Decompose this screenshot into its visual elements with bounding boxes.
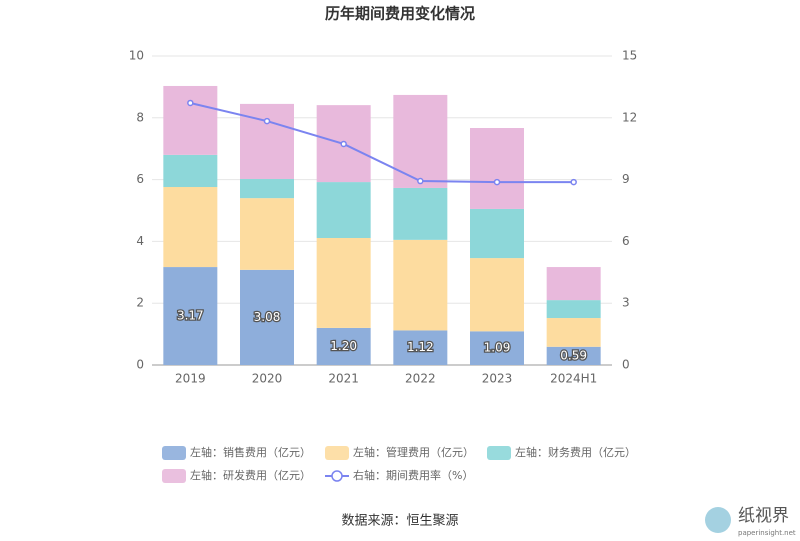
legend-label: 右轴：期间费用率（%） [353,468,473,482]
legend-swatch [331,470,343,482]
bar [316,327,371,365]
y-tick-label: 10 [129,49,144,63]
bar [393,187,448,240]
line [190,101,574,184]
value-label: 1.20 [330,339,357,353]
legend-label: 左轴：研发费用（亿元） [190,468,311,482]
source: 数据来源：恒生聚源 [341,514,458,529]
bar [163,154,218,188]
y2-tick-label: 3 [622,296,630,310]
x-tick-label: 2019 [175,372,206,386]
y2-tick-label: 6 [622,234,630,248]
legend-swatch [162,469,186,483]
line-point [187,99,194,107]
bar [470,127,524,209]
bar [163,85,218,155]
line-point [340,140,347,148]
line-point [493,178,501,186]
bar [546,346,601,365]
y-tick-label: 0 [136,358,144,372]
legend-label: 左轴：财务费用（亿元） [515,445,636,459]
x-tick-label: 2022 [405,372,436,386]
bar [240,269,294,365]
x-tick-label: 2024H1 [550,372,597,386]
bar [546,318,601,347]
x-tick-label: 2021 [328,372,359,386]
bar [240,103,294,179]
bar [470,208,524,259]
line-point [417,177,424,185]
bar [240,198,294,270]
watermark-logo [705,507,731,533]
bar [163,187,218,268]
legend-label: 左轴：管理费用（亿元） [353,445,474,459]
line-point [263,117,271,125]
line-point [570,178,577,186]
chart-title: 历年期间费用变化情况 [325,5,475,23]
watermark: paperinsight.net [738,529,796,537]
value-label: 3.08 [254,310,281,324]
y-tick-label: 8 [136,110,144,124]
value-label: 1.09 [484,341,511,355]
bar [163,267,218,365]
y2-tick-label: 15 [622,49,637,63]
legend-swatch [325,446,349,460]
bar [470,331,524,365]
legend-swatch [487,446,511,460]
bar [316,238,371,328]
bar [470,258,524,332]
bar [393,330,448,365]
value-label: 3.17 [177,309,204,323]
bar [316,182,371,239]
bar [546,267,601,301]
x-tick-label: 2023 [482,372,513,386]
watermark: 纸视界 [738,506,789,526]
legend-label: 左轴：销售费用（亿元） [190,445,311,459]
y-tick-label: 6 [136,172,144,186]
x-tick-label: 2020 [252,372,283,386]
y2-tick-label: 9 [622,172,630,186]
bar [240,178,294,199]
value-label: 1.12 [407,340,434,354]
y-tick-label: 4 [136,234,144,248]
y-tick-label: 2 [136,296,144,310]
y2-tick-label: 0 [622,358,630,372]
value-label: 0.59 [560,348,587,362]
bar [393,239,448,331]
y2-tick-label: 12 [622,110,637,124]
legend-swatch [162,446,186,460]
bar [546,300,601,319]
bar [393,94,448,188]
